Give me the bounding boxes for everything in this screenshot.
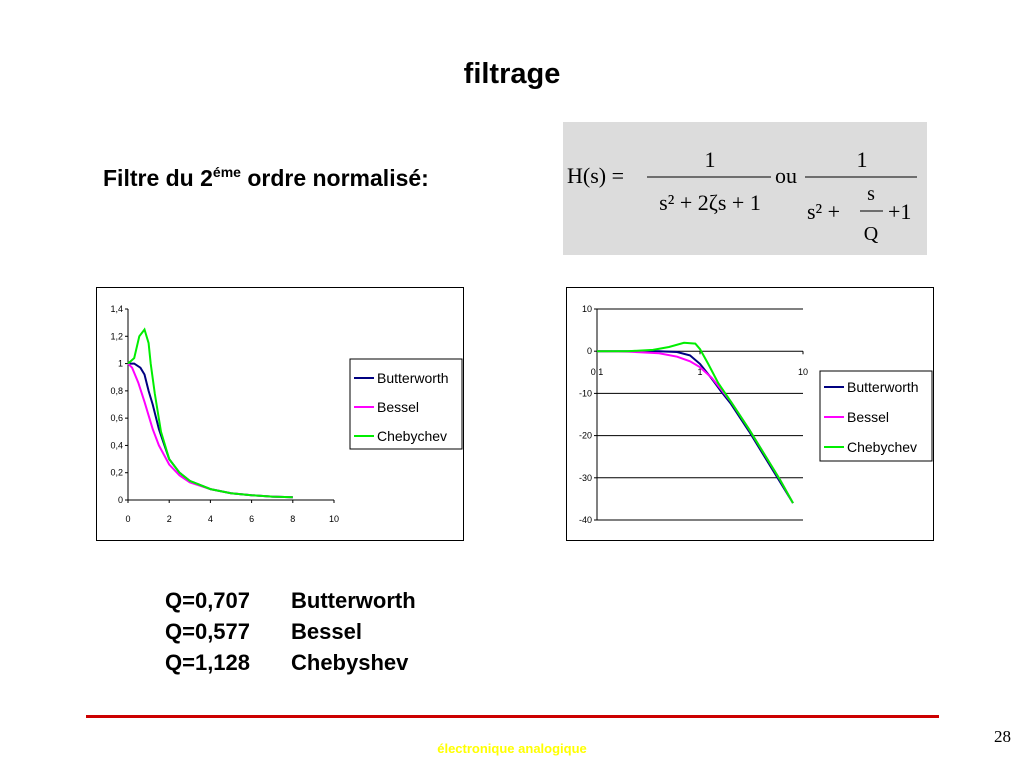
footer-divider xyxy=(86,715,939,718)
subtitle: Filtre du 2éme ordre normalisé: xyxy=(103,164,429,192)
y-tick-label: 0,6 xyxy=(110,413,123,423)
series-line-bessel xyxy=(596,350,794,504)
series-line-chebychev xyxy=(127,327,293,499)
q-filter-name: Chebyshev xyxy=(291,650,409,675)
x-tick-label: 10 xyxy=(798,367,808,377)
subtitle-superscript: éme xyxy=(212,164,241,180)
page-number: 28 xyxy=(994,727,1011,746)
y-tick-label: 0,8 xyxy=(110,386,123,396)
footer-text: électronique analogique xyxy=(437,741,587,756)
q-row-bessel: Q=0,577 Bessel xyxy=(165,616,416,647)
legend-label: Chebychev xyxy=(847,439,917,455)
y-tick-label: 10 xyxy=(582,304,592,314)
transfer-function-formula: H(s) = 1 s² + 2ζs + 1 ou 1 s² + s Q +1 xyxy=(563,122,927,255)
q-values-list: Q=0,707 Butterworth Q=0,577 Bessel Q=1,128… xyxy=(165,585,416,678)
x-tick-label: 8 xyxy=(290,514,295,524)
q-row-chebyshev: Q=1,128 Chebyshev xyxy=(165,647,416,678)
legend-label: Bessel xyxy=(847,409,889,425)
legend-box xyxy=(349,358,463,450)
x-tick-label: 2 xyxy=(167,514,172,524)
formula-or: ou xyxy=(775,163,797,188)
q-row-butterworth: Q=0,707 Butterworth xyxy=(165,585,416,616)
formula-lhs: H(s) = xyxy=(567,163,624,188)
legend-label: Butterworth xyxy=(847,379,919,395)
x-tick-label: 6 xyxy=(249,514,254,524)
frequency-response-chart: -40 -30 -20 -10 0 10 0.1 1 10 Butterworth Bessel Ch… xyxy=(566,287,934,541)
legend-label: Chebychev xyxy=(377,428,447,444)
y-tick-label: 0 xyxy=(118,495,123,505)
formula-num2: 1 xyxy=(857,147,868,172)
y-tick-label: 0,2 xyxy=(110,468,123,478)
series-line-chebychev xyxy=(597,341,794,504)
q-filter-name: Butterworth xyxy=(291,588,416,613)
q-filter-name: Bessel xyxy=(291,619,362,644)
step-response-chart: 0 0,2 0,4 0,6 0,8 1 1,2 1,4 0 2 4 6 8 10 Butterworth Be… xyxy=(96,287,464,541)
legend-label: Bessel xyxy=(377,399,419,415)
y-tick-label: -30 xyxy=(579,473,592,483)
y-tick-label: 1 xyxy=(118,359,123,369)
x-tick-label: 1 xyxy=(697,367,702,377)
q-value: Q=0,707 xyxy=(165,588,251,613)
frequency-response-plot: -40 -30 -20 -10 0 10 0.1 1 10 Butterworth Bessel Ch… xyxy=(579,304,933,525)
x-tick-label: 0.1 xyxy=(591,367,604,377)
subtitle-pre: Filtre du 2 xyxy=(103,165,213,191)
q-value: Q=1,128 xyxy=(165,650,251,675)
formula-den2-frac-num: s xyxy=(867,183,875,205)
formula-den2-frac-den: Q xyxy=(864,223,879,245)
formula-den2-post: +1 xyxy=(888,199,911,224)
y-tick-label: 1,4 xyxy=(110,304,123,314)
series-line-butterworth xyxy=(597,350,794,504)
y-tick-label: -20 xyxy=(579,431,592,441)
formula-num1: 1 xyxy=(705,147,716,172)
x-tick-label: 0 xyxy=(125,514,130,524)
q-value: Q=0,577 xyxy=(165,619,251,644)
y-tick-label: 1,2 xyxy=(110,331,123,341)
legend-label: Butterworth xyxy=(377,370,449,386)
formula-den1: s² + 2ζs + 1 xyxy=(659,190,761,215)
subtitle-post: ordre normalisé: xyxy=(240,165,429,191)
formula-den2-pre: s² + xyxy=(807,199,840,224)
y-tick-label: 0 xyxy=(587,346,592,356)
slide-title: filtrage xyxy=(463,58,561,90)
y-tick-label: -40 xyxy=(579,515,592,525)
y-tick-label: -10 xyxy=(579,388,592,398)
x-tick-label: 10 xyxy=(329,514,339,524)
x-tick-label: 4 xyxy=(208,514,213,524)
step-response-plot: 0 0,2 0,4 0,6 0,8 1 1,2 1,4 0 2 4 6 8 10 Butterworth Be… xyxy=(110,304,463,524)
y-tick-label: 0,4 xyxy=(110,440,123,450)
